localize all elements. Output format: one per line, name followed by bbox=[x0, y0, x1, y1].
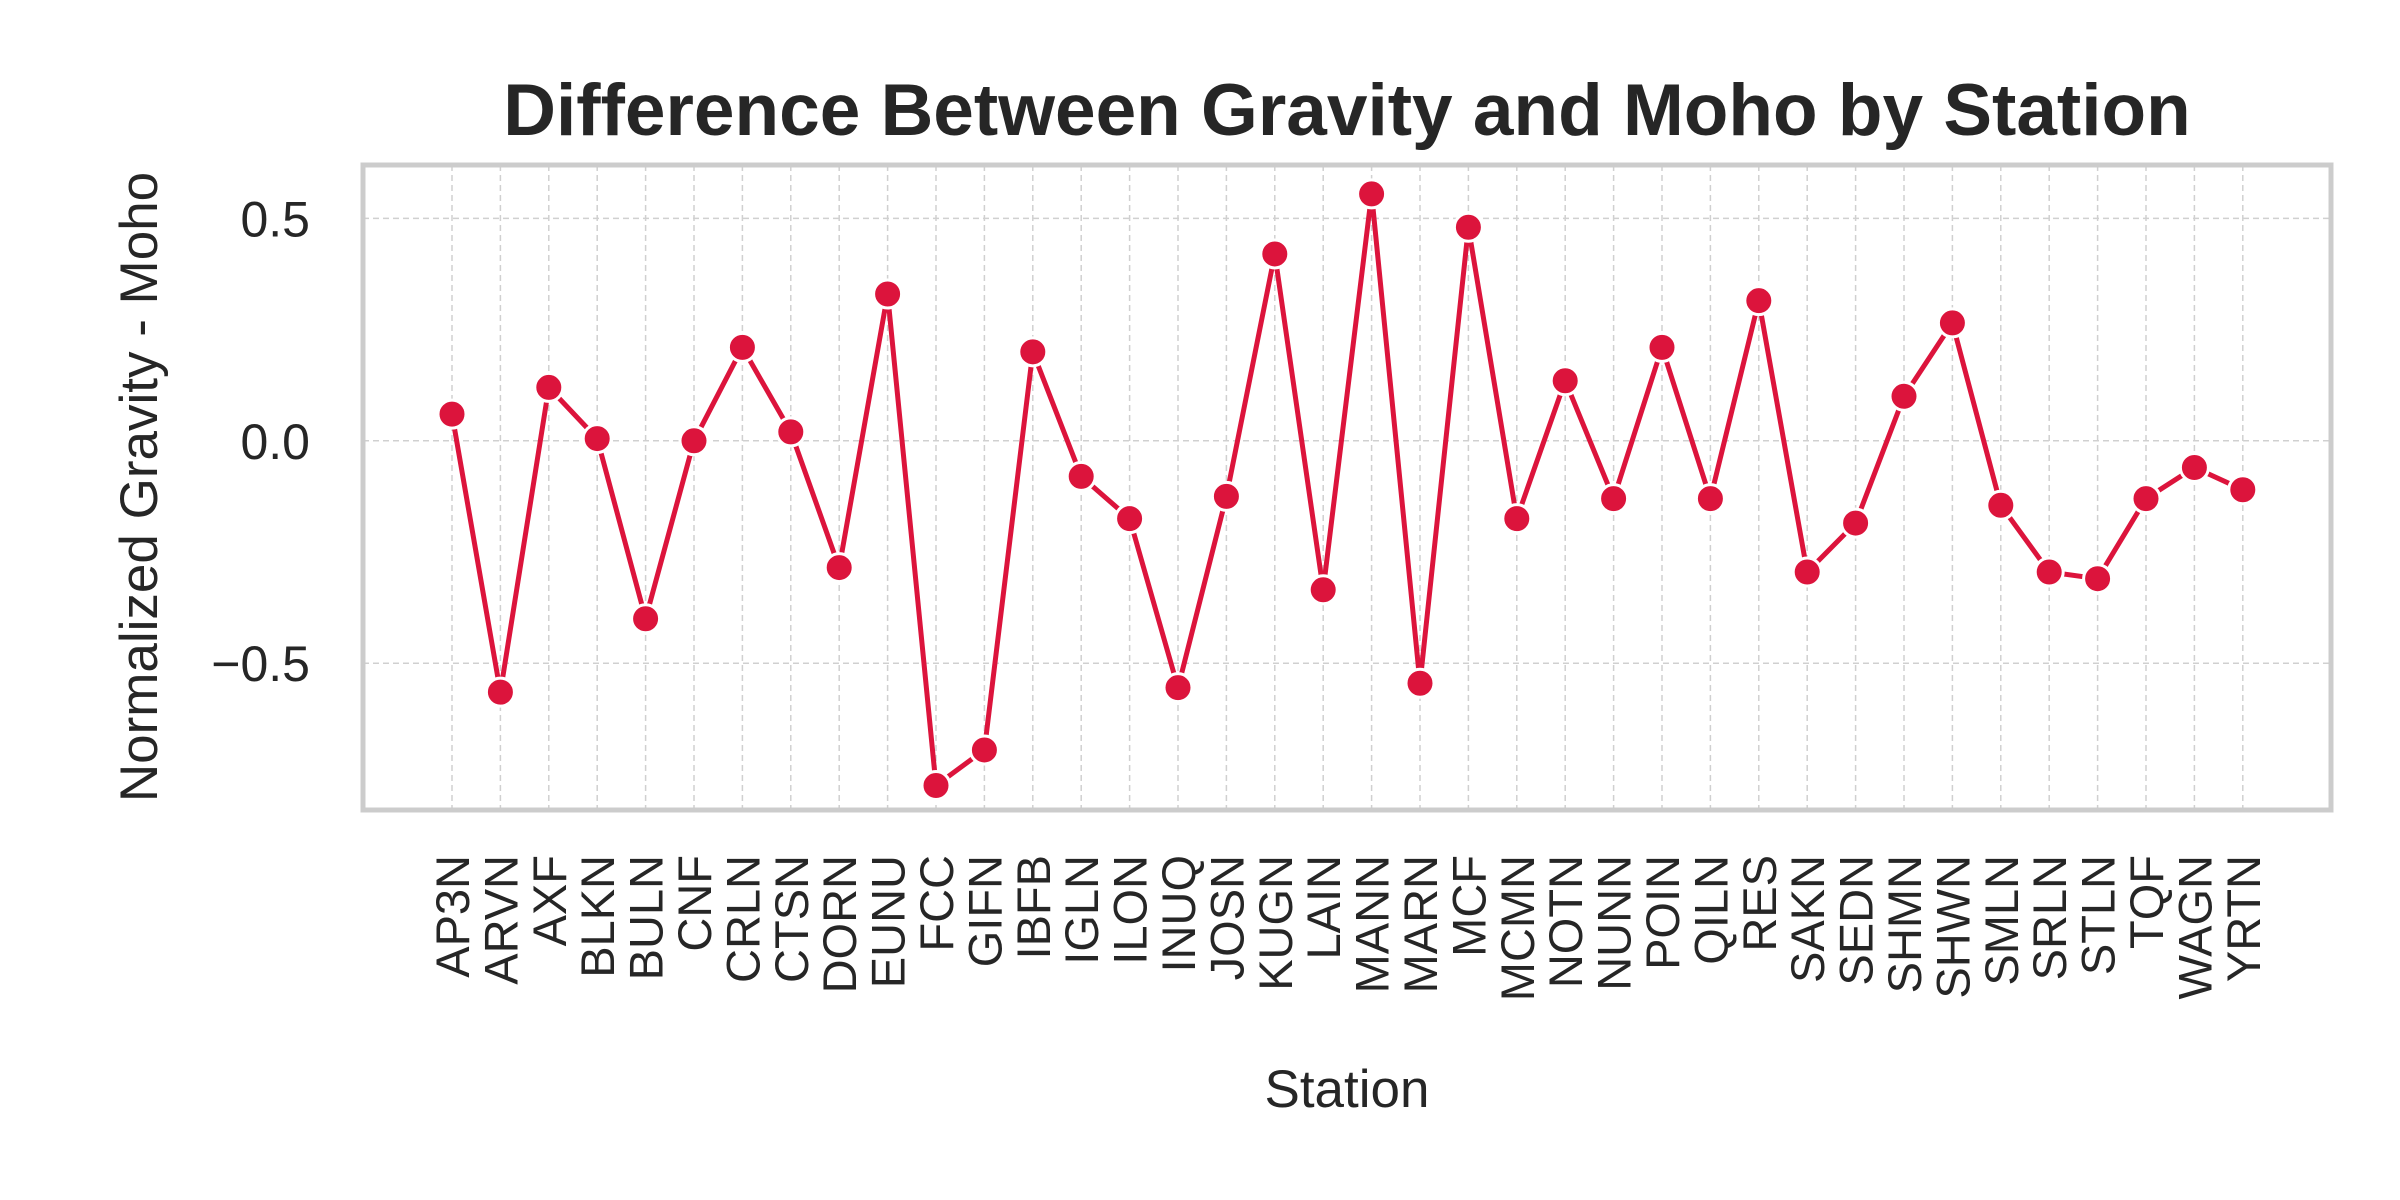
series-markers bbox=[436, 178, 2259, 802]
x-tick-label: WAGN bbox=[2168, 855, 2221, 999]
data-point bbox=[1356, 178, 1388, 210]
data-point bbox=[484, 676, 516, 708]
series-line-path bbox=[449, 191, 2244, 788]
x-tick-label: KUGN bbox=[1249, 855, 1302, 991]
x-tick-label: MANN bbox=[1346, 855, 1399, 993]
x-tick-label: MCF bbox=[1442, 855, 1495, 957]
data-point bbox=[2227, 474, 2259, 506]
data-point bbox=[2082, 563, 2114, 595]
data-point bbox=[1888, 380, 1920, 412]
grid bbox=[363, 165, 2331, 810]
data-point bbox=[1114, 503, 1146, 535]
y-tick-label: 0.0 bbox=[240, 414, 310, 470]
data-point bbox=[1936, 307, 1968, 339]
x-tick-label: POIN bbox=[1636, 855, 1689, 970]
x-tick-label: SHWN bbox=[1926, 855, 1979, 999]
data-point bbox=[581, 423, 613, 455]
data-point bbox=[1743, 285, 1775, 317]
data-point bbox=[1210, 480, 1242, 512]
data-point bbox=[1549, 365, 1581, 397]
x-tick-label: BLKN bbox=[571, 855, 624, 978]
x-tick-label: ILON bbox=[1104, 855, 1157, 965]
data-point bbox=[1452, 211, 1484, 243]
data-point bbox=[533, 371, 565, 403]
data-point bbox=[775, 416, 807, 448]
x-tick-label: BULN bbox=[620, 855, 673, 980]
y-tick-labels: −0.5 0.0 0.5 bbox=[211, 191, 310, 692]
x-tick-label: SMLN bbox=[1975, 855, 2028, 986]
x-tick-label: LAIN bbox=[1297, 855, 1350, 960]
x-tick-label: QILN bbox=[1684, 855, 1737, 965]
x-tick-label: SEDN bbox=[1830, 855, 1883, 986]
data-point bbox=[1598, 483, 1630, 515]
chart-title: Difference Between Gravity and Moho by S… bbox=[503, 70, 2190, 151]
data-point bbox=[436, 398, 468, 430]
x-tick-labels: AP3NARVNAXFBLKNBULNCNFCRLNCTSNDORNEUNUFC… bbox=[426, 855, 2270, 1001]
y-axis-label: Normalized Gravity - Moho bbox=[110, 172, 169, 802]
series-line bbox=[449, 191, 2244, 788]
data-point bbox=[678, 425, 710, 457]
x-tick-label: SHMN bbox=[1878, 855, 1931, 993]
x-tick-label: MCMN bbox=[1491, 855, 1544, 1001]
data-point bbox=[1307, 574, 1339, 606]
data-point bbox=[968, 734, 1000, 766]
data-point bbox=[1985, 489, 2017, 521]
x-tick-label: SAKN bbox=[1781, 855, 1834, 983]
x-tick-label: TQF bbox=[2120, 855, 2173, 949]
data-point bbox=[1404, 667, 1436, 699]
x-tick-label: FCC bbox=[910, 855, 963, 952]
x-tick-label: YRTN bbox=[2217, 855, 2270, 982]
data-point bbox=[726, 331, 758, 363]
x-tick-label: EUNU bbox=[862, 855, 915, 988]
x-tick-label: SRLN bbox=[2023, 855, 2076, 980]
x-tick-label: GIFN bbox=[958, 855, 1011, 967]
data-point bbox=[1791, 556, 1823, 588]
data-point bbox=[2130, 483, 2162, 515]
x-tick-label: CNF bbox=[668, 855, 721, 952]
x-tick-label: AXF bbox=[523, 855, 576, 946]
data-point bbox=[1501, 503, 1533, 535]
data-point bbox=[2033, 556, 2065, 588]
x-tick-label: MARN bbox=[1394, 855, 1447, 993]
x-tick-label: NUNN bbox=[1588, 855, 1641, 991]
data-point bbox=[1694, 483, 1726, 515]
x-tick-label: RES bbox=[1733, 855, 1786, 952]
x-tick-label: INUQ bbox=[1152, 855, 1205, 973]
data-point bbox=[920, 770, 952, 802]
x-tick-label: CRLN bbox=[716, 855, 769, 983]
x-tick-label: STLN bbox=[2072, 855, 2125, 975]
data-point bbox=[1840, 507, 1872, 539]
data-point bbox=[872, 278, 904, 310]
x-tick-label: AP3N bbox=[426, 855, 479, 978]
data-point bbox=[630, 603, 662, 635]
data-point bbox=[1065, 460, 1097, 492]
x-tick-label: JOSN bbox=[1200, 855, 1253, 980]
x-tick-label: NOTN bbox=[1539, 855, 1592, 988]
x-tick-label: CTSN bbox=[765, 855, 818, 983]
data-point bbox=[1646, 331, 1678, 363]
data-point bbox=[1162, 672, 1194, 704]
y-tick-label: −0.5 bbox=[211, 636, 310, 692]
y-tick-label: 0.5 bbox=[240, 191, 310, 247]
x-axis-label: Station bbox=[1264, 1060, 1429, 1119]
data-point bbox=[1017, 336, 1049, 368]
x-tick-label: DORN bbox=[813, 855, 866, 993]
data-point bbox=[823, 552, 855, 584]
plot-frame bbox=[360, 162, 2334, 813]
data-point bbox=[1259, 238, 1291, 270]
data-point bbox=[2178, 451, 2210, 483]
x-tick-label: ARVN bbox=[474, 855, 527, 985]
x-tick-label: IGLN bbox=[1055, 855, 1108, 965]
x-tick-label: IBFB bbox=[1007, 855, 1060, 959]
